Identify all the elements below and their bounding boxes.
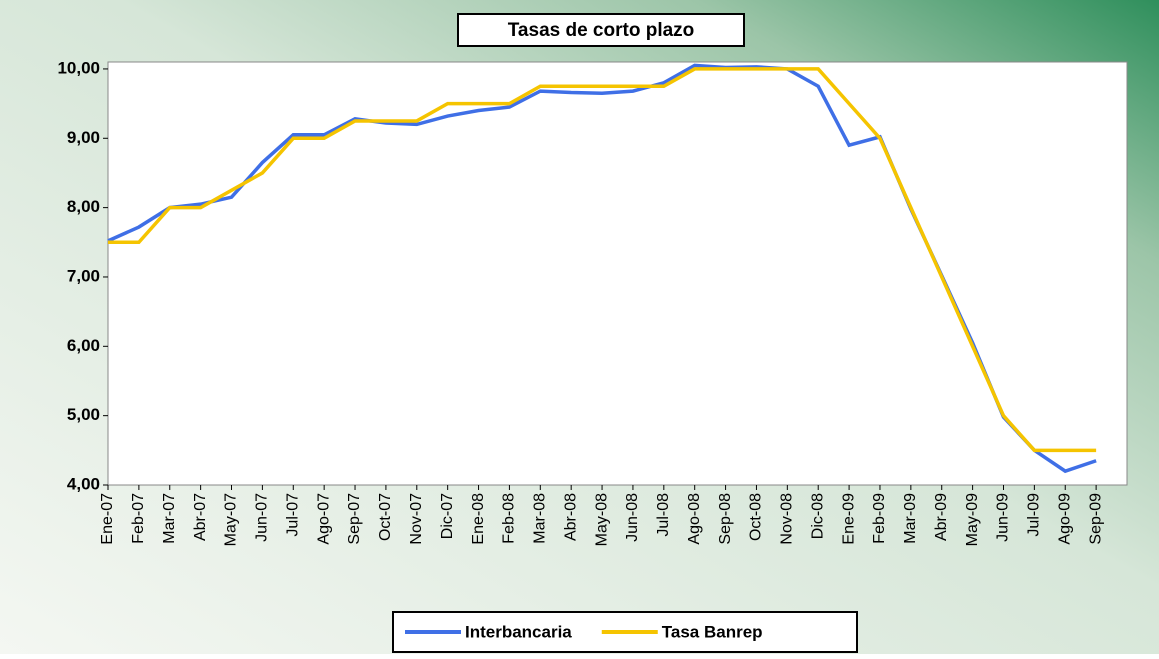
y-tick-label: 5,00 — [67, 405, 100, 424]
x-tick-label: Jul-09 — [1026, 493, 1043, 537]
x-tick-label: Jun-08 — [624, 493, 641, 542]
legend-label: Tasa Banrep — [662, 622, 763, 641]
x-tick-label: Dic-08 — [809, 493, 826, 539]
x-tick-label: Sep-09 — [1087, 493, 1104, 545]
x-tick-label: Abr-09 — [933, 493, 950, 541]
x-tick-label: Mar-09 — [902, 493, 919, 544]
y-tick-label: 6,00 — [67, 336, 100, 355]
x-tick-label: Jun-09 — [995, 493, 1012, 542]
y-tick-label: 10,00 — [57, 58, 100, 77]
x-tick-label: Oct-07 — [377, 493, 394, 541]
y-tick-label: 9,00 — [67, 128, 100, 147]
legend-label: Interbancaria — [465, 622, 572, 641]
x-tick-label: Jun-07 — [254, 493, 271, 542]
x-tick-label: Feb-09 — [871, 493, 888, 544]
x-tick-label: Abr-08 — [562, 493, 579, 541]
x-tick-label: Sep-07 — [346, 493, 363, 545]
chart-title: Tasas de corto plazo — [508, 20, 695, 41]
x-tick-label: Ene-08 — [470, 493, 487, 545]
plot-area — [107, 61, 1128, 486]
x-tick-label: Ene-09 — [840, 493, 857, 545]
x-tick-label: Jul-08 — [655, 493, 672, 537]
x-tick-label: May-08 — [593, 493, 610, 546]
x-tick-label: May-07 — [223, 493, 240, 546]
series-line — [108, 67, 1097, 453]
title-box — [457, 13, 745, 47]
y-tick-label: 8,00 — [67, 197, 100, 216]
x-tick-label: Sep-08 — [717, 493, 734, 545]
x-tick-label: Ago-09 — [1056, 493, 1073, 545]
x-tick-label: Oct-08 — [748, 493, 765, 541]
x-tick-label: May-09 — [964, 493, 981, 546]
x-tick-label: Dic-07 — [439, 493, 456, 539]
x-tick-label: Jul-07 — [284, 493, 301, 537]
x-tick-label: Ago-07 — [315, 493, 332, 545]
x-tick-label: Feb-08 — [501, 493, 518, 544]
x-tick-label: Mar-08 — [532, 493, 549, 544]
x-tick-label: Nov-08 — [779, 493, 796, 545]
x-tick-label: Nov-07 — [408, 493, 425, 545]
x-tick-label: Ago-08 — [686, 493, 703, 545]
y-tick-label: 4,00 — [67, 474, 100, 493]
x-tick-label: Abr-07 — [192, 493, 209, 541]
x-tick-label: Ene-07 — [99, 493, 116, 545]
x-tick-label: Mar-07 — [161, 493, 178, 544]
y-tick-label: 7,00 — [67, 266, 100, 285]
x-tick-label: Feb-07 — [130, 493, 147, 544]
